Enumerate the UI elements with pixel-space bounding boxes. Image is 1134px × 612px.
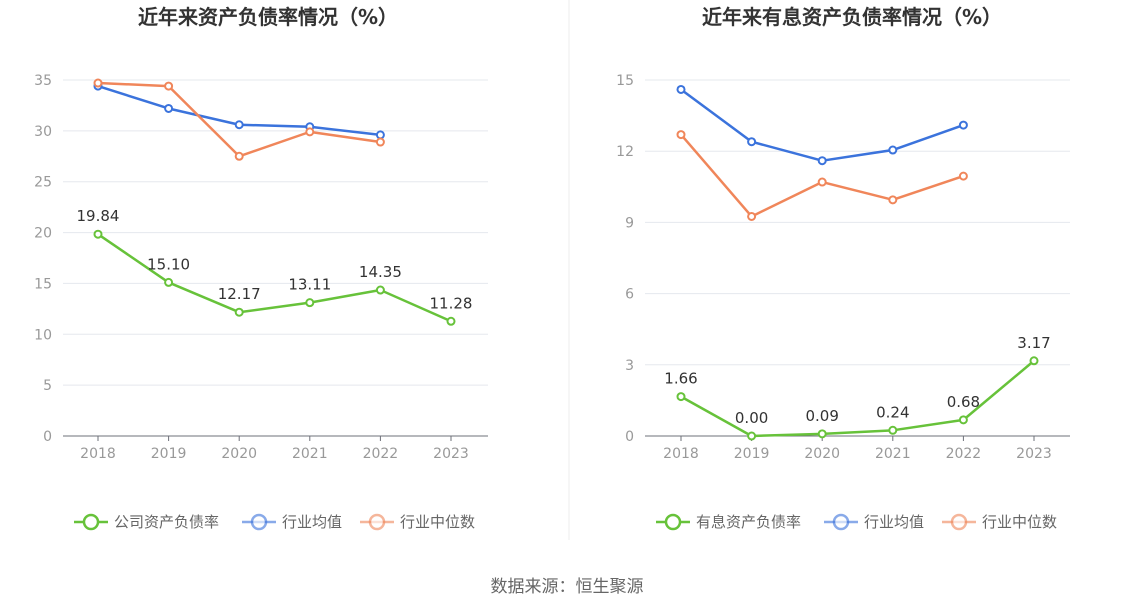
y-tick-label: 12: [616, 144, 634, 160]
legend-marker-icon: [950, 513, 968, 531]
y-tick-label: 30: [34, 124, 52, 140]
chart-debt-ratio: 近年来资产负债率情况（%） 0 5 10 15 20 25 30 35 2018 2019 2020 2…: [34, 5, 488, 531]
legend-marker-icon: [832, 513, 850, 531]
series-line: [680, 88, 964, 162]
legend-marker-icon: [664, 513, 682, 531]
data-label: 0.68: [947, 393, 980, 411]
x-tick-label: 2023: [433, 446, 469, 462]
y-tick-label: 15: [34, 276, 52, 292]
data-point: [93, 229, 103, 239]
data-point: [234, 307, 244, 317]
y-tick-label: 25: [34, 175, 52, 191]
data-label: 11.28: [430, 294, 473, 312]
legend-marker-icon: [250, 513, 268, 531]
x-tick-label: 2022: [363, 446, 399, 462]
data-label: 13.11: [288, 276, 331, 294]
data-point: [164, 81, 174, 91]
series-line: [97, 81, 381, 158]
y-tick-label: 10: [34, 327, 52, 343]
data-point: [676, 84, 686, 94]
x-tick-label: 2021: [292, 446, 328, 462]
data-point: [164, 103, 174, 113]
data-point: [1029, 356, 1039, 366]
y-tick-label: 20: [34, 226, 52, 242]
y-tick-label: 0: [625, 429, 634, 445]
data-point: [305, 127, 315, 137]
legend-label: 行业均值: [282, 513, 342, 531]
data-point: [958, 171, 968, 181]
data-point: [375, 130, 385, 140]
data-source: 数据来源：恒生聚源: [491, 577, 644, 597]
x-tick-label: 2021: [875, 446, 911, 462]
legend-label: 行业中位数: [982, 513, 1057, 531]
data-label: 0.09: [805, 407, 838, 425]
data-point: [817, 177, 827, 187]
data-point: [817, 156, 827, 166]
data-point: [958, 120, 968, 130]
series-line: [680, 359, 1035, 438]
legend-label: 有息资产负债率: [696, 513, 801, 531]
y-tick-label: 35: [34, 73, 52, 89]
x-tick-label: 2019: [734, 446, 770, 462]
data-point: [93, 78, 103, 88]
data-point: [888, 195, 898, 205]
data-point: [817, 429, 827, 439]
data-point: [747, 137, 757, 147]
data-label: 14.35: [359, 263, 402, 281]
chart-title: 近年来资产负债率情况（%）: [138, 5, 398, 29]
legend-marker-icon: [368, 513, 386, 531]
x-tick-label: 2018: [663, 446, 699, 462]
y-tick-label: 3: [625, 358, 634, 374]
x-tick-label: 2023: [1016, 446, 1052, 462]
x-tick-label: 2020: [221, 446, 257, 462]
series-line: [680, 133, 964, 218]
data-point: [958, 415, 968, 425]
data-label: 0.24: [876, 403, 909, 421]
data-label: 19.84: [77, 207, 120, 225]
y-tick-label: 5: [43, 378, 52, 394]
data-point: [375, 285, 385, 295]
data-point: [747, 211, 757, 221]
data-point: [676, 392, 686, 402]
data-point: [676, 130, 686, 140]
data-point: [747, 431, 757, 441]
x-tick-label: 2020: [804, 446, 840, 462]
legend-marker-icon: [82, 513, 100, 531]
x-tick-label: 2022: [946, 446, 982, 462]
data-label: 12.17: [218, 285, 261, 303]
data-point: [234, 151, 244, 161]
series-line: [97, 233, 452, 323]
data-label: 1.66: [664, 370, 697, 388]
x-tick-label: 2018: [80, 446, 116, 462]
legend-label: 公司资产负债率: [114, 513, 219, 531]
data-label: 3.17: [1017, 334, 1050, 352]
data-point: [234, 120, 244, 130]
legend-label: 行业中位数: [400, 513, 475, 531]
data-point: [888, 145, 898, 155]
x-tick-label: 2019: [151, 446, 187, 462]
y-tick-label: 9: [625, 215, 634, 231]
data-point: [446, 316, 456, 326]
data-label: 0.00: [735, 409, 768, 427]
chart-interest-bearing-debt-ratio: 近年来有息资产负债率情况（%） 0 3 6 9 12 15 2018 2019 2020 2021 2…: [616, 5, 1070, 531]
y-tick-label: 15: [616, 73, 634, 89]
data-point: [305, 298, 315, 308]
y-tick-label: 6: [625, 287, 634, 303]
legend-label: 行业均值: [864, 513, 924, 531]
data-point: [375, 137, 385, 147]
data-point: [888, 425, 898, 435]
y-tick-label: 0: [43, 429, 52, 445]
chart-title: 近年来有息资产负债率情况（%）: [702, 5, 1002, 29]
data-label: 15.10: [147, 255, 190, 273]
data-point: [164, 277, 174, 287]
